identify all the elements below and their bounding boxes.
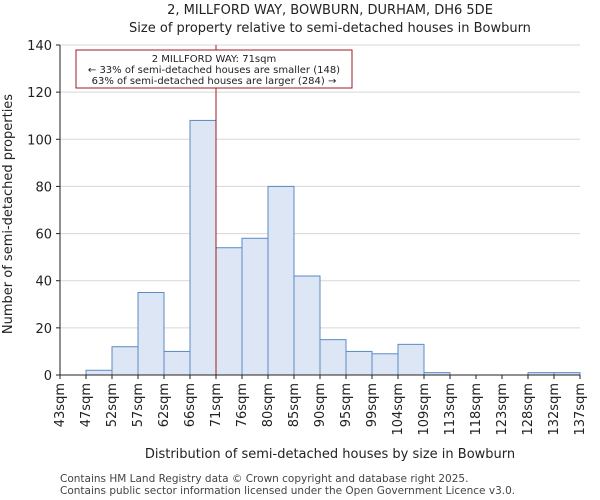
y-tick-label: 0: [44, 369, 52, 384]
x-tick-label: 104sqm: [391, 383, 406, 436]
chart-title-line2: Size of property relative to semi-detach…: [129, 21, 531, 36]
x-tick-label: 85sqm: [287, 383, 302, 427]
annotation-line2: ← 33% of semi-detached houses are smalle…: [88, 65, 340, 76]
annotation-box: 2 MILLFORD WAY: 71sqm ← 33% of semi-deta…: [75, 49, 353, 89]
y-axis-ticks: 0 20 40 60 80 100 120 140: [27, 39, 60, 384]
bars: [85, 119, 581, 376]
x-tick-label: 99sqm: [365, 383, 380, 427]
y-axis-label: Number of semi-detached properties: [1, 94, 16, 334]
bar: [85, 369, 113, 376]
bar: [111, 346, 139, 376]
bar: [397, 343, 425, 376]
bar: [371, 353, 399, 376]
x-axis-ticks: 43sqm 47sqm 52sqm 57sqm 62sqm 66sqm 71sqm 76sqm…: [53, 375, 588, 436]
bar: [189, 119, 217, 376]
x-tick-label: 80sqm: [261, 383, 276, 427]
x-tick-label: 47sqm: [79, 383, 94, 427]
footer-line1: Contains HM Land Registry data © Crown c…: [60, 473, 468, 485]
x-tick-label: 66sqm: [183, 383, 198, 427]
x-tick-label: 113sqm: [443, 383, 458, 436]
bar: [215, 247, 243, 376]
x-tick-label: 62sqm: [157, 383, 172, 427]
x-tick-label: 128sqm: [521, 383, 536, 436]
x-tick-label: 57sqm: [131, 383, 146, 427]
bar: [345, 350, 373, 376]
bar: [293, 275, 321, 376]
y-tick-label: 120: [27, 86, 52, 101]
x-tick-label: 137sqm: [573, 383, 588, 436]
annotation-line3: 63% of semi-detached houses are larger (…: [92, 76, 337, 87]
footer-line2: Contains public sector information licen…: [60, 485, 515, 497]
bar: [267, 185, 295, 376]
y-tick-label: 20: [35, 322, 52, 337]
x-tick-label: 118sqm: [469, 383, 484, 436]
y-tick-label: 100: [27, 133, 52, 148]
bar: [163, 350, 191, 376]
x-tick-label: 95sqm: [339, 383, 354, 427]
x-tick-label: 123sqm: [495, 383, 510, 436]
x-tick-label: 52sqm: [105, 383, 120, 427]
annotation-border: [75, 49, 353, 89]
x-tick-label: 71sqm: [209, 383, 224, 427]
chart-title-line1: 2, MILLFORD WAY, BOWBURN, DURHAM, DH6 5D…: [167, 3, 493, 18]
annotation-line1: 2 MILLFORD WAY: 71sqm: [152, 54, 276, 65]
bar: [137, 292, 165, 376]
bar: [241, 237, 269, 376]
x-tick-label: 43sqm: [53, 383, 68, 427]
x-tick-label: 109sqm: [417, 383, 432, 436]
y-tick-label: 80: [35, 180, 52, 195]
y-tick-label: 40: [35, 275, 52, 290]
x-tick-label: 76sqm: [235, 383, 250, 427]
x-tick-label: 132sqm: [547, 383, 562, 436]
bar: [319, 339, 347, 376]
y-tick-label: 140: [27, 39, 52, 54]
y-tick-label: 60: [35, 228, 52, 243]
x-tick-label: 90sqm: [313, 383, 328, 427]
x-axis-label: Distribution of semi-detached houses by …: [145, 447, 515, 462]
